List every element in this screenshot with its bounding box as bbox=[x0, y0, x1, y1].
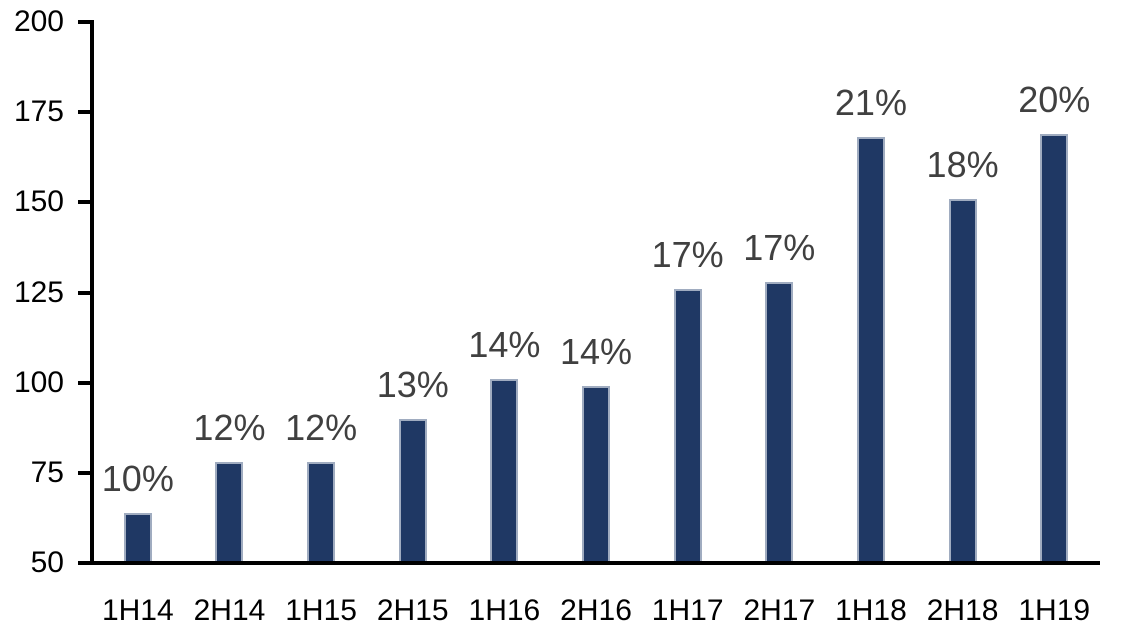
y-axis-tick bbox=[78, 470, 92, 475]
x-axis-tick-label: 1H18 bbox=[835, 594, 907, 627]
bar-slot-1h16: 14% bbox=[459, 22, 551, 563]
bar-slot-2h18: 18% bbox=[917, 22, 1009, 563]
bar-data-label: 17% bbox=[743, 226, 816, 268]
y-axis-line bbox=[90, 20, 94, 565]
x-axis-tick-label: 1H16 bbox=[468, 594, 541, 627]
bar bbox=[123, 512, 152, 563]
bar bbox=[1040, 133, 1069, 563]
y-axis-tick bbox=[78, 200, 92, 205]
x-axis-tick-label: 1H15 bbox=[285, 594, 357, 627]
bar-data-label: 12% bbox=[193, 407, 266, 449]
bar-data-label: 14% bbox=[468, 324, 541, 366]
y-axis-tick bbox=[78, 110, 92, 115]
y-axis-tick bbox=[78, 561, 92, 565]
bar-slot-1h17: 17% bbox=[642, 22, 734, 563]
bar bbox=[765, 281, 794, 563]
bar-data-label: 18% bbox=[926, 143, 999, 185]
bar-data-label: 12% bbox=[285, 407, 358, 449]
y-axis-tick-label: 75 bbox=[30, 455, 64, 489]
bar bbox=[948, 198, 977, 563]
bar-data-label: 21% bbox=[834, 82, 907, 124]
y-axis-tick-label: 200 bbox=[13, 5, 64, 38]
x-axis-tick-label: 1H14 bbox=[101, 594, 174, 627]
bar-slot-2h15: 13% bbox=[367, 22, 459, 563]
x-axis-tick-label: 2H16 bbox=[560, 594, 632, 627]
bar-slot-1h19: 20% bbox=[1008, 22, 1100, 563]
x-axis-tick-label: 1H19 bbox=[1018, 594, 1091, 627]
bar bbox=[307, 462, 336, 563]
x-axis-line bbox=[78, 561, 1100, 565]
bar bbox=[490, 379, 519, 563]
bar bbox=[582, 386, 611, 563]
bar bbox=[673, 288, 702, 563]
y-axis-tick bbox=[78, 380, 92, 385]
x-axis-tick-label: 2H14 bbox=[193, 594, 266, 627]
bar-slot-2h14: 12% bbox=[184, 22, 276, 563]
bar-slot-1h15: 12% bbox=[275, 22, 367, 563]
y-axis-tick-label: 125 bbox=[13, 275, 64, 309]
bar bbox=[856, 137, 885, 563]
x-axis-tick-label: 2H17 bbox=[743, 594, 816, 627]
y-axis-tick-label: 175 bbox=[13, 95, 64, 129]
x-axis-tick-label: 1H17 bbox=[651, 594, 724, 627]
y-axis-tick bbox=[78, 290, 92, 295]
x-axis-tick-label: 2H15 bbox=[376, 594, 449, 627]
plot-area: 10% 12% 12% 13% 14% 14% 17% 17% 21% 18% 20% bbox=[92, 22, 1100, 563]
bar-data-label: 20% bbox=[1018, 78, 1091, 120]
x-axis-tick-label: 2H18 bbox=[926, 594, 999, 627]
y-axis-tick-label: 100 bbox=[13, 365, 64, 399]
bar-data-label: 14% bbox=[559, 331, 633, 373]
bar-data-label: 10% bbox=[101, 457, 174, 499]
bar-data-label: 13% bbox=[376, 363, 449, 405]
bar bbox=[215, 462, 244, 563]
y-axis-tick-label: 150 bbox=[13, 185, 64, 219]
y-axis-tick bbox=[78, 20, 92, 24]
bar-slot-2h16: 14% bbox=[550, 22, 642, 563]
bar-slot-1h14: 10% bbox=[92, 22, 184, 563]
x-axis-labels: 1H14 2H14 1H15 2H15 1H16 2H16 1H17 2H17 1H18 2H18… bbox=[92, 592, 1100, 630]
y-axis-tick-label: 50 bbox=[30, 546, 64, 579]
bar bbox=[398, 418, 427, 563]
bar-data-label: 17% bbox=[651, 233, 724, 275]
bar-slot-1h18: 21% bbox=[825, 22, 917, 563]
bar-slot-2h17: 17% bbox=[733, 22, 825, 563]
